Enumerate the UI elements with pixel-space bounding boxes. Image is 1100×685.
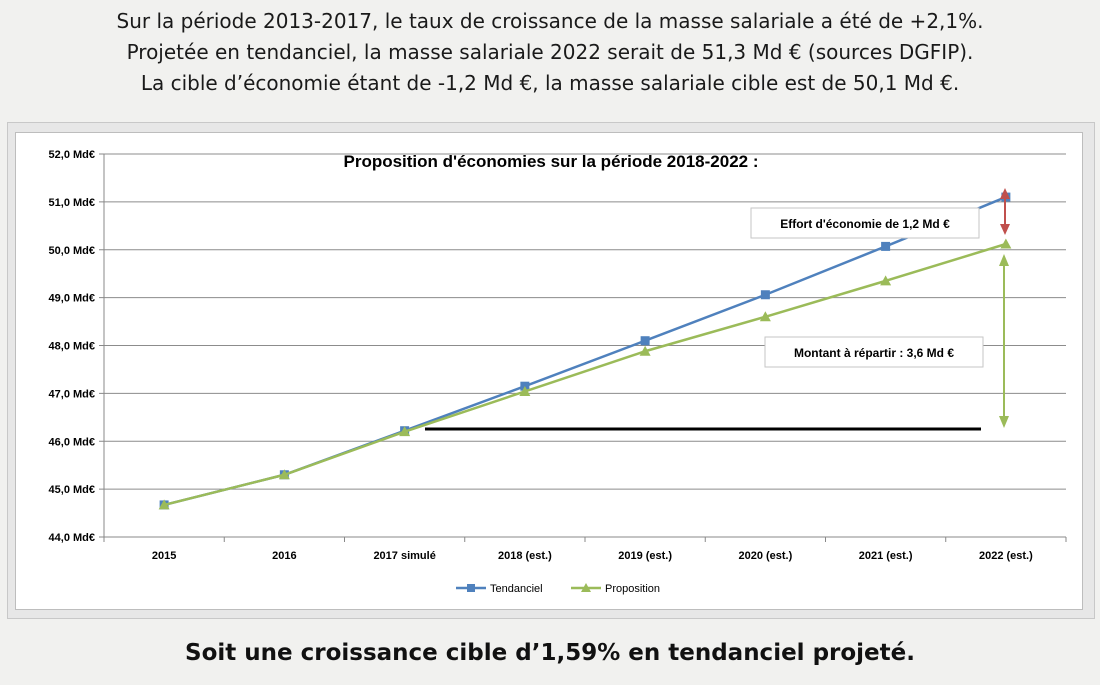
effort-arrow — [1000, 188, 1010, 235]
data-point — [640, 336, 650, 346]
y-tick-label: 52,0 Md€ — [49, 149, 95, 161]
x-tick-label: 2019 (est.) — [618, 550, 672, 562]
conclusion-text: Soit une croissance cible d’1,59% en ten… — [185, 640, 915, 666]
x-tick-label: 2021 (est.) — [859, 550, 913, 562]
x-tick-label: 2017 simulé — [373, 550, 435, 562]
legend: Tendanciel Proposition — [456, 583, 660, 595]
y-tick-label: 50,0 Md€ — [49, 245, 95, 257]
x-tick-label: 2022 (est.) — [979, 550, 1033, 562]
legend-item: Proposition — [571, 583, 660, 595]
y-tick-label: 49,0 Md€ — [49, 293, 95, 305]
chart-frame: 44,0 Md€ 45,0 Md€ 46,0 Md€ 47,0 Md€ 48,0 Md€… — [7, 122, 1095, 619]
annotations: Effort d'économie de 1,2 Md € Montant à … — [750, 188, 1010, 428]
x-tick-label: 2016 — [272, 550, 296, 562]
effort-label: Effort d'économie de 1,2 Md € — [780, 217, 950, 231]
data-point — [1000, 238, 1012, 249]
legend-item: Tendanciel — [456, 583, 543, 595]
montant-label: Montant à répartir : 3,6 Md € — [794, 346, 954, 360]
y-tick-label: 51,0 Md€ — [49, 197, 95, 209]
chart-area: 44,0 Md€ 45,0 Md€ 46,0 Md€ 47,0 Md€ 48,0 Md€… — [15, 132, 1083, 610]
y-tick-label: 46,0 Md€ — [49, 436, 95, 448]
gridlines — [104, 153, 1066, 538]
legend-label: Proposition — [605, 583, 660, 595]
data-point — [760, 290, 770, 300]
x-tick-label: 2020 (est.) — [738, 550, 792, 562]
y-tick-label: 48,0 Md€ — [49, 341, 95, 353]
chart-title: Proposition d'économies sur la période 2… — [343, 152, 758, 171]
legend-marker — [581, 583, 591, 592]
data-point — [278, 469, 290, 480]
intro-line-3: La cible d’économie étant de -1,2 Md €, … — [140, 71, 960, 95]
data-point — [880, 275, 892, 286]
y-tick-label: 45,0 Md€ — [49, 484, 95, 496]
data-point — [881, 241, 891, 251]
series — [158, 192, 1012, 510]
montant-arrow — [999, 254, 1009, 428]
line-chart: 44,0 Md€ 45,0 Md€ 46,0 Md€ 47,0 Md€ 48,0 Md€… — [49, 149, 1067, 595]
axes: 44,0 Md€ 45,0 Md€ 46,0 Md€ 47,0 Md€ 48,0 Md€… — [49, 149, 1067, 562]
y-tick-label: 44,0 Md€ — [49, 532, 95, 544]
data-point — [399, 426, 411, 437]
data-point — [639, 345, 651, 356]
series-proposition — [158, 238, 1012, 510]
y-tick-label: 47,0 Md€ — [49, 388, 95, 400]
intro-line-2: Projetée en tendanciel, la masse salaria… — [126, 40, 974, 64]
data-point — [519, 385, 531, 396]
effort-label-box — [750, 207, 980, 239]
legend-marker — [467, 584, 475, 592]
x-tick-label: 2015 — [152, 550, 176, 562]
data-point — [759, 311, 771, 322]
intro-line-1: Sur la période 2013-2017, le taux de cro… — [116, 9, 984, 33]
montant-label-box — [764, 336, 984, 368]
legend-label: Tendanciel — [490, 583, 543, 595]
x-tick-label: 2018 (est.) — [498, 550, 552, 562]
data-point — [158, 499, 170, 510]
intro-text: Sur la période 2013-2017, le taux de cro… — [0, 6, 1100, 99]
series-line — [163, 242, 1007, 507]
